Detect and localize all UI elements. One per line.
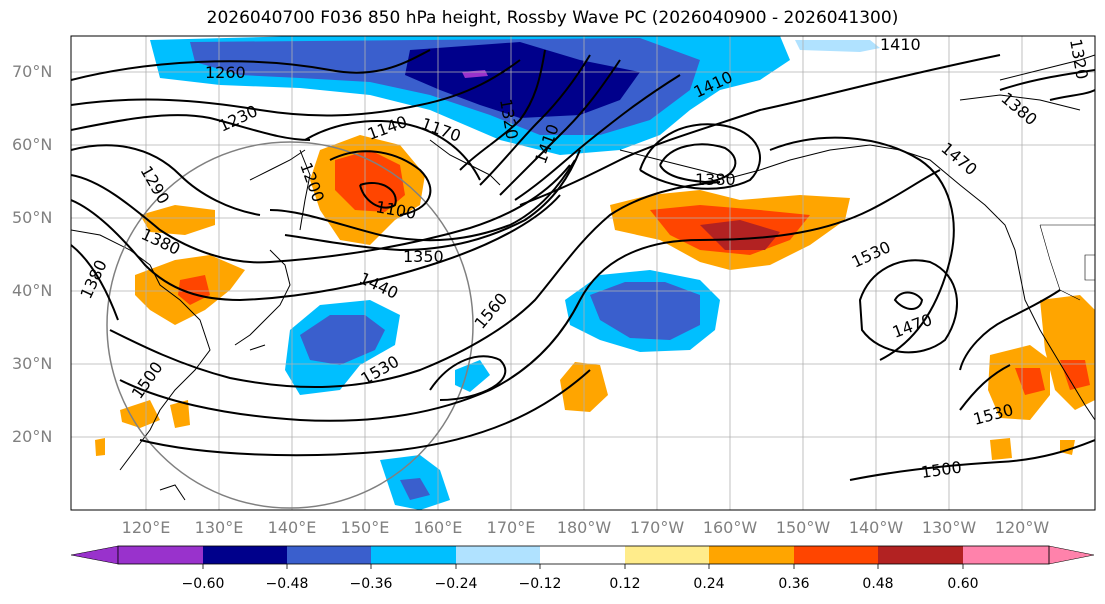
lon-label: 160°W — [702, 518, 758, 537]
gridlines — [71, 36, 1095, 510]
lat-label-60n: 60°N — [12, 135, 53, 154]
lon-label: 140°E — [267, 518, 317, 537]
height-contours — [71, 49, 1095, 481]
lon-label: 150°E — [340, 518, 390, 537]
colorbar-tick-label: −0.12 — [518, 576, 562, 592]
borders — [1039, 224, 1095, 301]
lon-label: 150°W — [775, 518, 831, 537]
contour-label: 1410 — [880, 35, 921, 54]
colorbar-tick-label: 0.12 — [609, 576, 641, 592]
lon-label: 170°E — [486, 518, 536, 537]
colorbar-tick-label: 0.48 — [862, 576, 894, 592]
colorbar-tick-label: −0.36 — [349, 576, 393, 592]
colorbar-extend-low — [70, 545, 119, 565]
contour-label: 1350 — [403, 247, 444, 266]
lat-label-40n: 40°N — [12, 281, 53, 300]
colorbar-tick-label: −0.24 — [434, 576, 478, 592]
colorbar-tick-label: 0.60 — [947, 576, 979, 592]
reference-circle — [106, 141, 474, 509]
negative-anomaly-central — [285, 270, 720, 510]
colorbar-extend-high — [1048, 545, 1095, 565]
lat-label-50n: 50°N — [12, 208, 53, 227]
lon-label: 170°W — [629, 518, 685, 537]
lat-label-20n: 20°N — [12, 427, 53, 446]
colorbar-tick-label: 0.36 — [778, 576, 810, 592]
lon-label: 120°E — [121, 518, 171, 537]
lat-label-30n: 30°N — [12, 354, 53, 373]
lon-label: 120°W — [994, 518, 1050, 537]
lon-label: 130°W — [921, 518, 977, 537]
map-title: 2026040700 F036 850 hPa height, Rossby W… — [206, 8, 899, 28]
lat-label-70n: 70°N — [12, 62, 53, 81]
map-panel: 1260 1230 1290 1380 1380 1200 1140 1170 … — [71, 35, 1095, 510]
colorbar — [70, 545, 1095, 569]
contour-label: 1380 — [695, 170, 736, 189]
colorbar-tick-label: −0.60 — [181, 576, 225, 592]
lon-label: 130°E — [194, 518, 244, 537]
lon-label: 160°E — [413, 518, 463, 537]
lon-label: 140°W — [848, 518, 904, 537]
colorbar-tick-label: −0.48 — [265, 576, 309, 592]
colorbar-tick-label: 0.24 — [693, 576, 725, 592]
map-frame — [70, 35, 1096, 511]
lon-label: 180°W — [556, 518, 612, 537]
contour-label: 1260 — [205, 63, 246, 82]
